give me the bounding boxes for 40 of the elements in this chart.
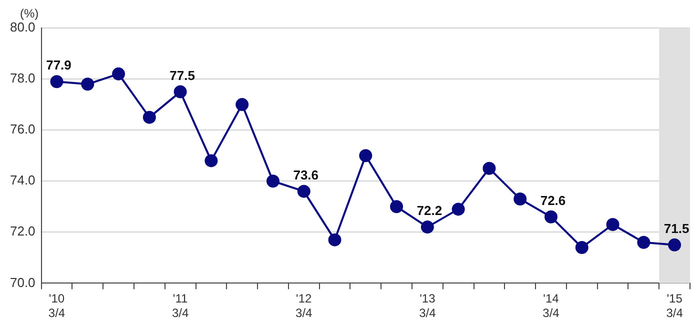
point — [606, 218, 620, 232]
point — [482, 162, 496, 175]
point — [514, 192, 527, 206]
point — [544, 210, 558, 224]
point — [174, 85, 187, 98]
point — [266, 174, 280, 188]
point — [204, 154, 218, 168]
point — [112, 67, 126, 80]
y-tick-label: 76.0 — [10, 122, 36, 137]
point — [668, 238, 682, 252]
data-label: 71.5 — [664, 221, 690, 236]
point — [359, 149, 372, 162]
x-tick-label: '15 3/4 — [666, 292, 684, 320]
y-tick-label: 70.0 — [10, 274, 36, 290]
point — [297, 184, 310, 198]
y-tick-label: 80.0 — [10, 20, 36, 35]
point — [236, 98, 249, 112]
data-label: 73.6 — [293, 167, 319, 182]
point — [390, 200, 404, 214]
data-label: 77.5 — [170, 68, 195, 83]
x-tick-label: '12 3/4 — [296, 292, 313, 320]
y-axis-title: (%) — [20, 6, 39, 20]
y-tick-label: 74.0 — [10, 172, 36, 188]
point — [420, 220, 434, 234]
point — [452, 202, 465, 216]
point — [81, 78, 94, 91]
data-label: 72.6 — [540, 192, 566, 208]
x-tick-label: '10 3/4 — [48, 292, 66, 320]
point — [142, 110, 156, 124]
x-tick-label: '14 3/4 — [542, 292, 560, 320]
data-label: 77.9 — [46, 58, 72, 73]
data-label: 72.2 — [416, 203, 442, 218]
point — [575, 240, 588, 254]
point — [637, 236, 650, 249]
point — [50, 75, 64, 88]
x-tick-label: '11 3/4 — [172, 292, 189, 320]
x-tick-label: '13 3/4 — [419, 292, 436, 320]
y-tick-label: 72.0 — [10, 224, 36, 239]
point — [328, 233, 342, 246]
y-tick-label: 78.0 — [10, 70, 36, 86]
